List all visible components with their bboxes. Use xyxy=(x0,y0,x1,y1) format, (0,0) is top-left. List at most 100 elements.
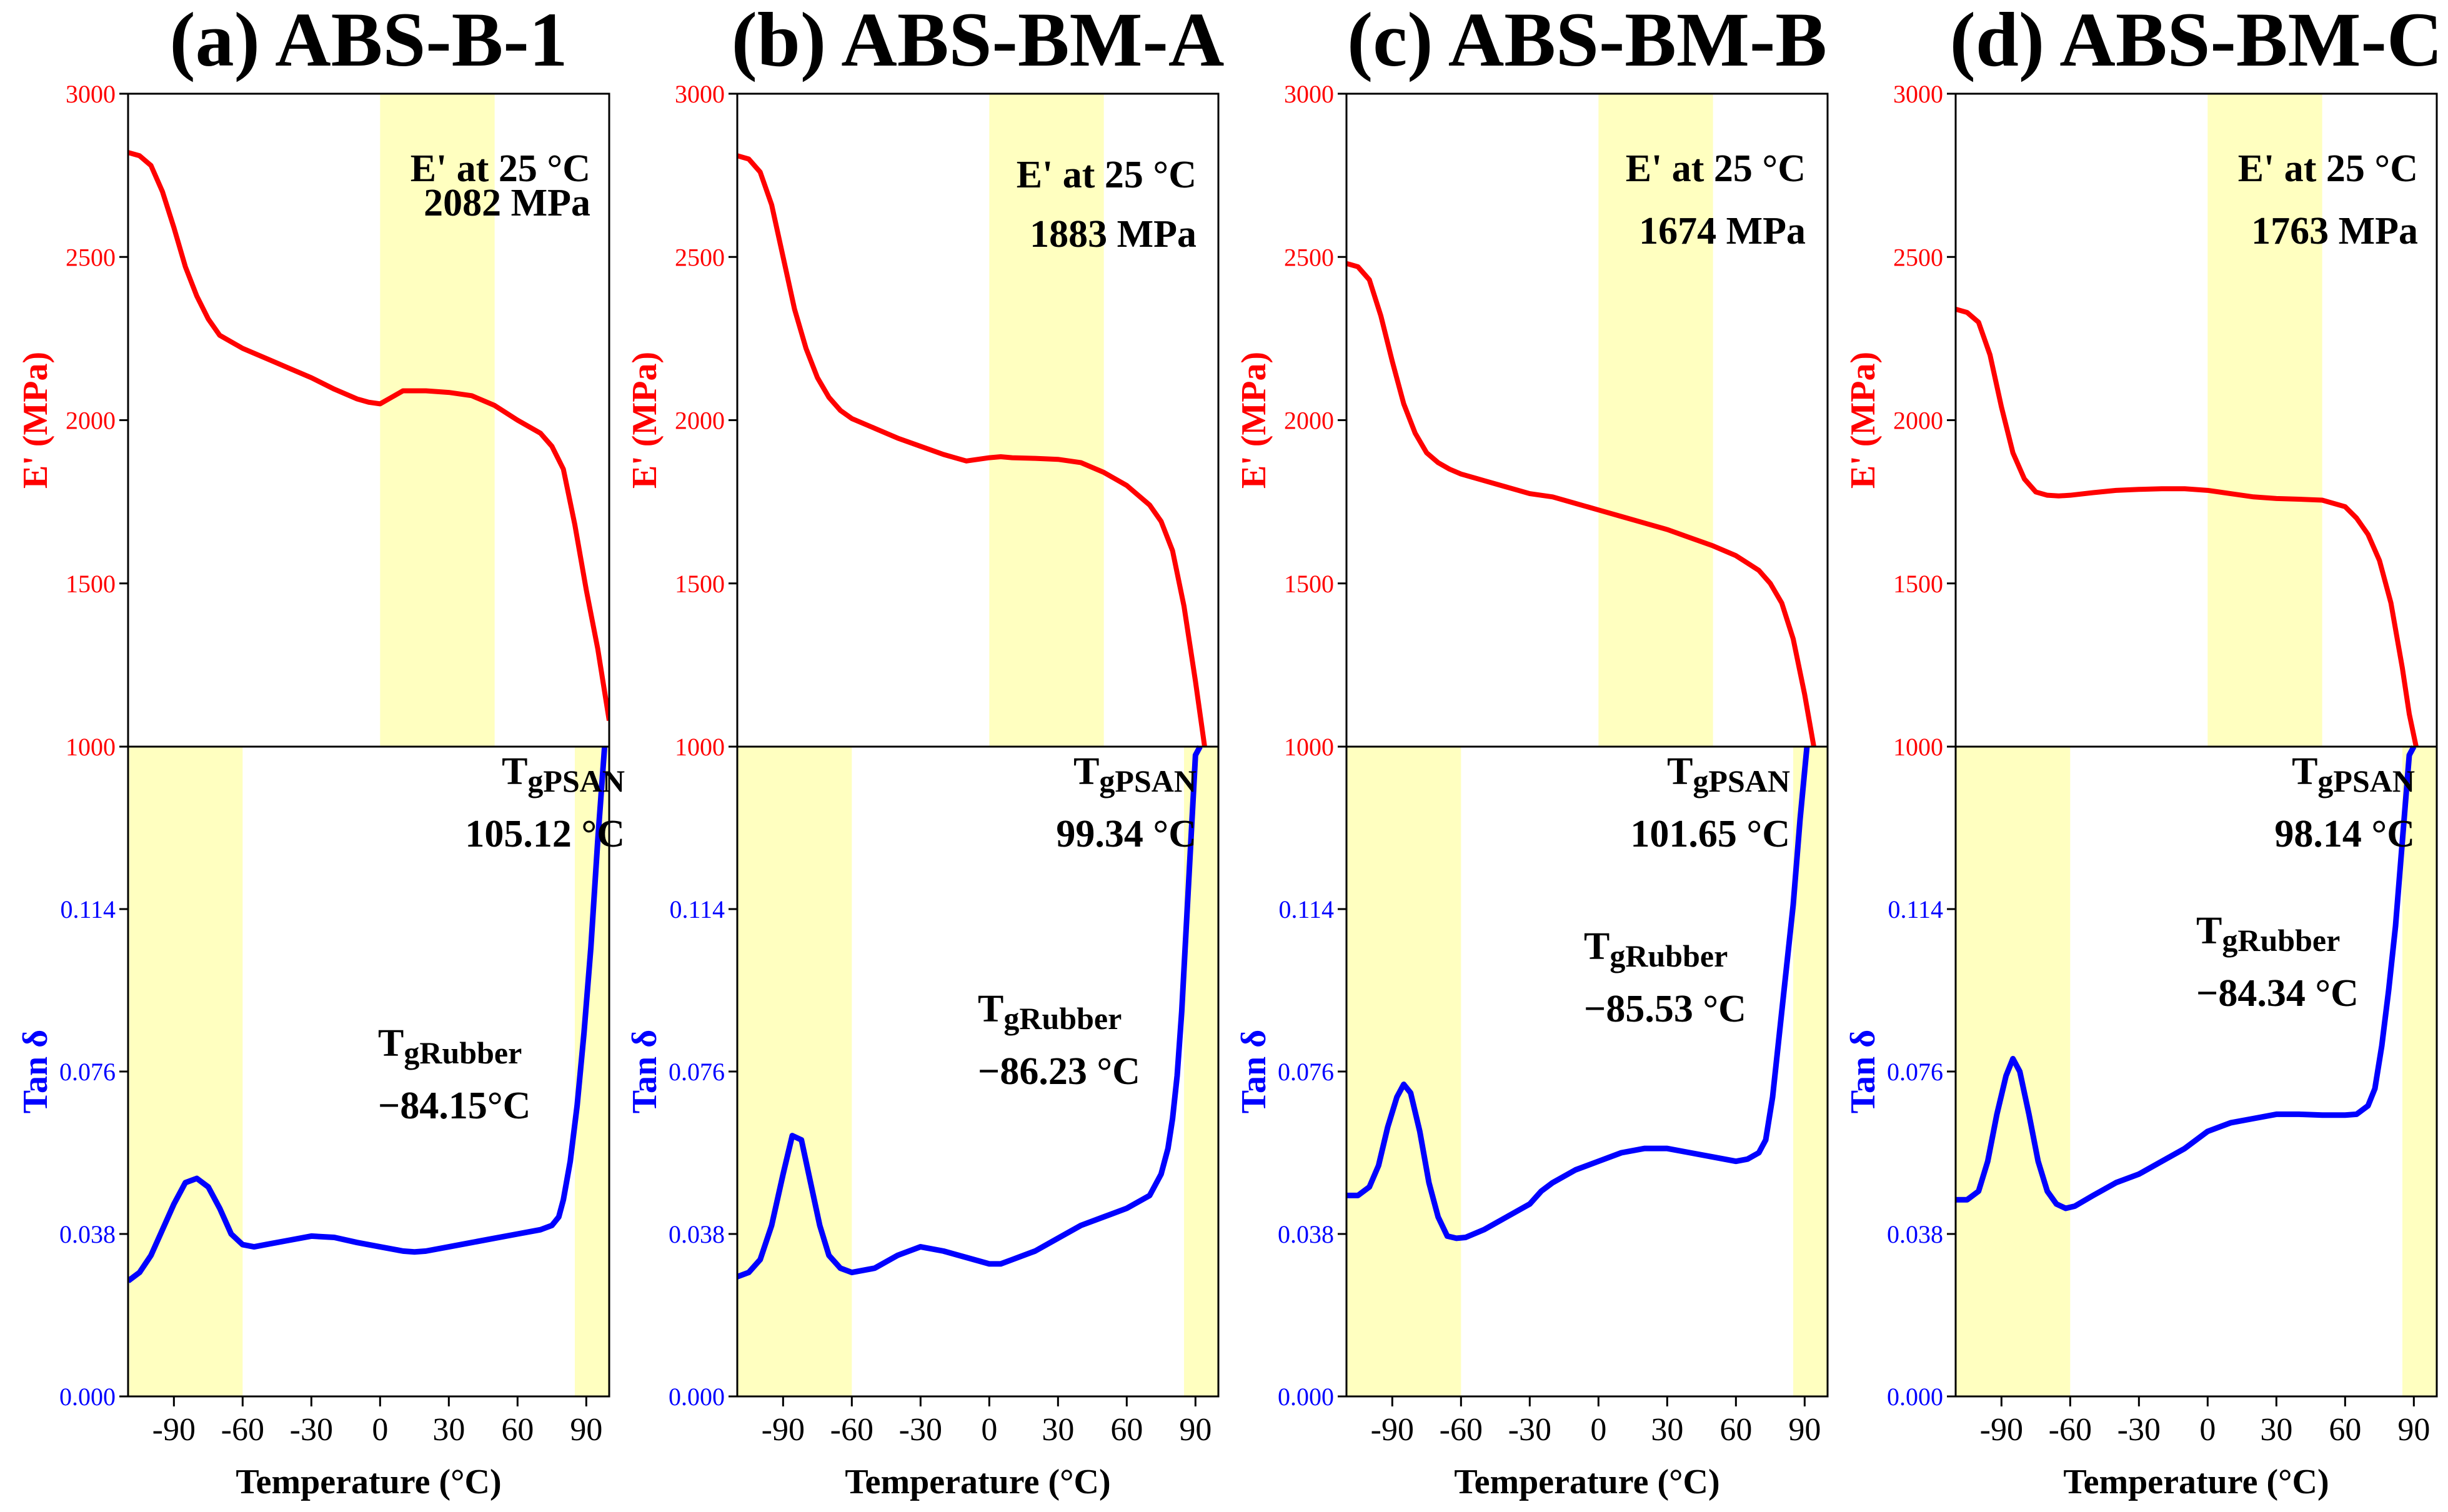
lower-ytick-label: 0.076 xyxy=(669,1058,725,1086)
xtick-label: 90 xyxy=(570,1412,602,1448)
tg-rubber-symbol: T xyxy=(2196,910,2222,952)
lower-highlight-band-0 xyxy=(737,747,852,1396)
tan-delta-curve xyxy=(1956,745,2417,1211)
upper-ytick-label: 2000 xyxy=(1893,407,1943,435)
xtick-label: 30 xyxy=(2260,1412,2292,1448)
tg-psan-value: 98.14 °C xyxy=(2274,813,2415,855)
panel-title: (a) ABS-B-1 xyxy=(169,0,567,82)
upper-highlight-band xyxy=(380,94,495,747)
lower-ytick-label: 0.000 xyxy=(1887,1383,1943,1411)
modulus-annotation-line-1: E' at 25 °C xyxy=(2238,147,2418,190)
upper-ytick-label: 1000 xyxy=(66,733,116,761)
panel-title: (d) ABS-BM-C xyxy=(1950,0,2443,82)
x-axis-label: Temperature (°C) xyxy=(236,1463,501,1501)
tg-psan-symbol: T xyxy=(1073,750,1099,793)
tg-psan-value: 101.65 °C xyxy=(1630,813,1790,855)
tg-rubber-value: −84.34 °C xyxy=(2196,972,2359,1015)
tg-rubber-value: −85.53 °C xyxy=(1584,988,1746,1030)
tg-psan-label: TgPSAN xyxy=(2292,750,2415,798)
upper-y-axis-label: E' (MPa) xyxy=(1235,352,1273,489)
tg-psan-label: TgPSAN xyxy=(1667,750,1790,798)
lower-ytick-label: 0.038 xyxy=(59,1220,116,1248)
upper-ytick-label: 2000 xyxy=(66,407,116,435)
tan-delta-curve xyxy=(1346,746,1810,1241)
lower-ytick-label: 0.038 xyxy=(1887,1220,1943,1248)
tg-psan-subscript: gPSAN xyxy=(1099,763,1197,798)
upper-y-axis-label: E' (MPa) xyxy=(16,352,55,489)
panel-1: (b) ABS-BM-A 1000 1500 2000 2500 3000 0.000 0.0… xyxy=(625,0,1224,1501)
lower-ytick-label: 0.076 xyxy=(1278,1058,1334,1086)
modulus-curve xyxy=(1346,261,1816,747)
lower-y-axis-label: Tan δ xyxy=(16,1030,55,1113)
lower-ytick-label: 0.114 xyxy=(60,895,116,923)
panel-title: (c) ABS-BM-B xyxy=(1347,0,1827,82)
tg-rubber-subscript: gRubber xyxy=(1610,938,1728,973)
x-axis-label: Temperature (°C) xyxy=(2063,1463,2329,1501)
xtick-label: -90 xyxy=(152,1412,196,1448)
upper-ytick-label: 2500 xyxy=(66,243,116,271)
upper-ytick-label: 3000 xyxy=(675,80,725,108)
tg-rubber-value: −84.15°C xyxy=(378,1085,530,1127)
upper-ytick-label: 1000 xyxy=(675,733,725,761)
xtick-label: -30 xyxy=(2117,1412,2161,1448)
xtick-label: 90 xyxy=(2397,1412,2430,1448)
xtick-label: -60 xyxy=(1440,1412,1483,1448)
lower-highlight-band-0 xyxy=(128,747,243,1396)
upper-highlight-band xyxy=(989,94,1104,747)
xtick-label: -90 xyxy=(1371,1412,1414,1448)
upper-ytick-label: 1000 xyxy=(1284,733,1334,761)
xtick-label: 90 xyxy=(1179,1412,1212,1448)
xtick-label: 30 xyxy=(432,1412,465,1448)
xtick-label: -30 xyxy=(899,1412,942,1448)
upper-ytick-label: 3000 xyxy=(1284,80,1334,108)
lower-highlight-band-0 xyxy=(1346,747,1461,1396)
x-axis-label: Temperature (°C) xyxy=(845,1463,1110,1501)
xtick-label: -30 xyxy=(290,1412,333,1448)
modulus-annotation-line-2: 1763 MPa xyxy=(2251,210,2418,252)
modulus-annotation-line-2: 1674 MPa xyxy=(1639,210,1806,252)
lower-highlight-band-0 xyxy=(1956,747,2071,1396)
modulus-curve xyxy=(1956,307,2419,747)
tg-psan-subscript: gPSAN xyxy=(2317,763,2415,798)
upper-ytick-label: 2500 xyxy=(1893,243,1943,271)
upper-ytick-label: 2500 xyxy=(675,243,725,271)
tg-psan-symbol: T xyxy=(1667,750,1693,793)
xtick-label: 60 xyxy=(1110,1412,1143,1448)
upper-ytick-label: 1500 xyxy=(1284,570,1334,598)
tg-psan-label: TgPSAN xyxy=(1073,750,1197,798)
modulus-curve xyxy=(128,150,609,721)
xtick-label: -60 xyxy=(221,1412,264,1448)
xtick-label: 90 xyxy=(1788,1412,1821,1448)
lower-highlight-band-1 xyxy=(2402,747,2437,1396)
upper-y-axis-label: E' (MPa) xyxy=(625,352,664,489)
lower-ytick-label: 0.076 xyxy=(1887,1058,1943,1086)
upper-ytick-label: 1500 xyxy=(675,570,725,598)
tg-psan-label: TgPSAN xyxy=(502,750,625,798)
tg-psan-subscript: gPSAN xyxy=(1693,763,1790,798)
upper-ytick-label: 2000 xyxy=(675,407,725,435)
lower-y-axis-label: Tan δ xyxy=(1235,1030,1273,1113)
lower-ytick-label: 0.114 xyxy=(1278,895,1334,923)
lower-ytick-label: 0.000 xyxy=(59,1383,116,1411)
lower-y-axis-label: Tan δ xyxy=(625,1030,664,1113)
xtick-label: 0 xyxy=(372,1412,388,1448)
xtick-label: -90 xyxy=(762,1412,805,1448)
tg-rubber-label: TgRubber xyxy=(1584,925,1728,973)
xtick-label: -30 xyxy=(1508,1412,1551,1448)
xtick-label: -60 xyxy=(830,1412,873,1448)
upper-highlight-band xyxy=(2207,94,2322,747)
lower-ytick-label: 0.114 xyxy=(1888,895,1943,923)
upper-highlight-band xyxy=(1598,94,1713,747)
xtick-label: 0 xyxy=(981,1412,997,1448)
tg-rubber-subscript: gRubber xyxy=(2222,923,2340,958)
tg-rubber-label: TgRubber xyxy=(978,988,1122,1036)
lower-ytick-label: 0.038 xyxy=(1278,1220,1334,1248)
xtick-label: 0 xyxy=(1590,1412,1606,1448)
xtick-label: 60 xyxy=(1719,1412,1752,1448)
modulus-annotation-line-2: 1883 MPa xyxy=(1030,213,1197,256)
lower-y-axis-label: Tan δ xyxy=(1844,1030,1883,1113)
upper-plot-frame xyxy=(1954,92,2438,748)
modulus-annotation-line-2: 2082 MPa xyxy=(424,182,590,224)
panel-2: (c) ABS-BM-B 1000 1500 2000 2500 3000 0.000 0.0… xyxy=(1235,0,1829,1501)
